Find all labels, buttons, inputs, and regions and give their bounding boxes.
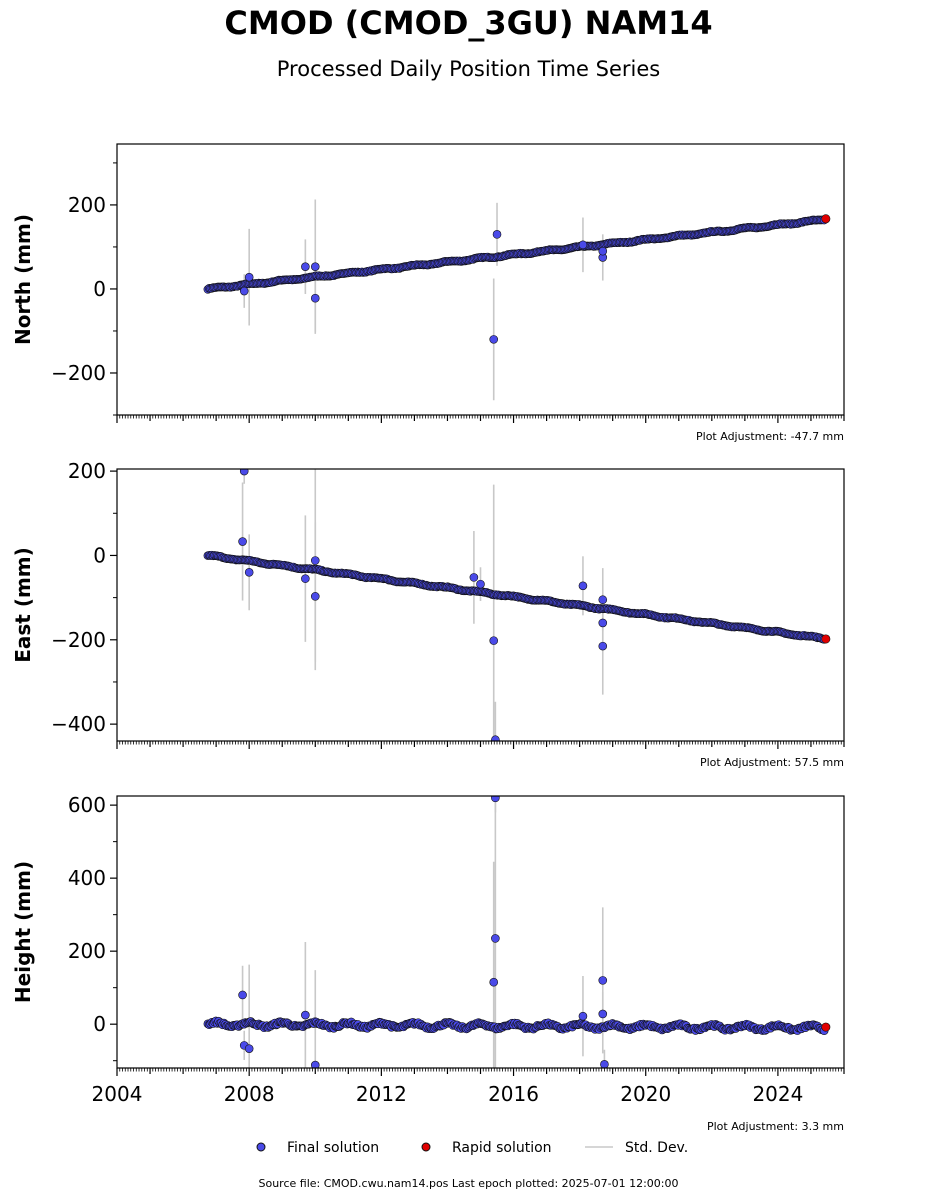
- x-tick-label: 2004: [92, 1082, 143, 1106]
- final-solution-point: [239, 286, 249, 296]
- y-tick-label: 200: [68, 193, 106, 217]
- final-solution-point: [491, 934, 500, 943]
- final-solution-point: [492, 230, 502, 239]
- final-solution-point: [310, 293, 320, 303]
- x-tick-label: 2016: [488, 1082, 539, 1106]
- final-solution-point: [598, 595, 608, 605]
- east-panel: −400 −200 0 200 East (mm) Plot Adjustment: 57…: [11, 459, 845, 769]
- final-solution-point: [310, 592, 320, 601]
- y-tick-label: 0: [93, 543, 106, 567]
- final-solution-point: [310, 262, 320, 271]
- x-tick-label: 2012: [356, 1082, 407, 1106]
- y-tick-label: −200: [51, 361, 106, 385]
- rapid-solution-point: [821, 634, 831, 644]
- y-axis-label: Height (mm): [11, 861, 35, 1003]
- y-tick-label: 0: [93, 277, 106, 301]
- rapid-solution-point: [821, 214, 831, 224]
- final-solution-point: [239, 469, 249, 476]
- plot-adjustment: Plot Adjustment: 3.3 mm: [707, 1120, 844, 1133]
- legend: Final solution Rapid solution Std. Dev.: [256, 1140, 688, 1156]
- y-tick-label: 0: [93, 1012, 106, 1036]
- final-solution-point: [600, 1060, 609, 1068]
- final-solution-point: [238, 990, 247, 1000]
- axes-frame: [116, 143, 845, 416]
- final-solution-point: [598, 246, 608, 256]
- final-solution-point: [489, 636, 499, 645]
- final-solution-point: [491, 796, 500, 803]
- page-subtitle: Processed Daily Position Time Series: [276, 57, 661, 81]
- legend-final-label: Final solution: [287, 1140, 379, 1156]
- y-tick-label: 600: [68, 793, 106, 817]
- final-solution-point: [489, 335, 499, 344]
- plot-area: [203, 796, 831, 1068]
- height-panel: 0 200 400 600 2004 2008 2012 2016 2020 2024 Height…: [11, 793, 845, 1133]
- final-solution-point: [578, 581, 588, 591]
- final-solution-point: [301, 1010, 310, 1020]
- final-solution-point: [578, 240, 588, 250]
- final-solution-point: [598, 1009, 608, 1019]
- y-tick-label: −200: [51, 628, 106, 652]
- final-solution-point: [244, 1044, 254, 1053]
- y-tick-label: 200: [68, 459, 106, 483]
- page-title: CMOD (CMOD_3GU) NAM14: [224, 4, 713, 42]
- final-solution-point: [310, 556, 320, 565]
- y-axis-label: North (mm): [11, 214, 35, 345]
- x-tick-label: 2020: [620, 1082, 671, 1106]
- legend-rapid-marker: [421, 1142, 431, 1152]
- north-panel: −200 0 200 North (mm) Plot Adjustment: -47.7…: [11, 143, 845, 443]
- legend-std-label: Std. Dev.: [625, 1140, 688, 1156]
- plot-area: [203, 469, 831, 741]
- final-solution-point: [489, 977, 499, 987]
- y-tick-label: 200: [68, 939, 106, 963]
- final-solution-point: [598, 976, 608, 985]
- final-solution-point: [244, 568, 254, 577]
- final-solution-point: [598, 641, 608, 651]
- final-solution-point: [301, 262, 310, 271]
- y-tick-label: −400: [51, 712, 106, 736]
- plot-area: [203, 199, 831, 401]
- rapid-solution-point: [821, 1022, 831, 1032]
- plot-adjustment: Plot Adjustment: 57.5 mm: [700, 756, 844, 769]
- final-solution-point: [469, 573, 479, 582]
- final-solution-point: [476, 579, 485, 589]
- final-solution-point: [244, 272, 254, 282]
- final-solution-point: [301, 574, 310, 583]
- x-tick-label: 2024: [752, 1082, 803, 1106]
- legend-rapid-label: Rapid solution: [452, 1140, 552, 1156]
- final-solution-point: [238, 537, 247, 546]
- y-axis-label: East (mm): [11, 547, 35, 663]
- x-tick-label: 2008: [224, 1082, 275, 1106]
- y-tick-label: 400: [68, 866, 106, 890]
- final-solution-point: [310, 1060, 320, 1068]
- axes-frame: [116, 468, 845, 742]
- final-solution-point: [491, 735, 500, 741]
- final-solution-point: [578, 1011, 588, 1021]
- legend-final-marker: [256, 1142, 266, 1152]
- source-footer: Source file: CMOD.cwu.nam14.pos Last epo…: [258, 1177, 679, 1190]
- plot-adjustment: Plot Adjustment: -47.7 mm: [696, 430, 844, 443]
- final-solution-point: [598, 618, 608, 628]
